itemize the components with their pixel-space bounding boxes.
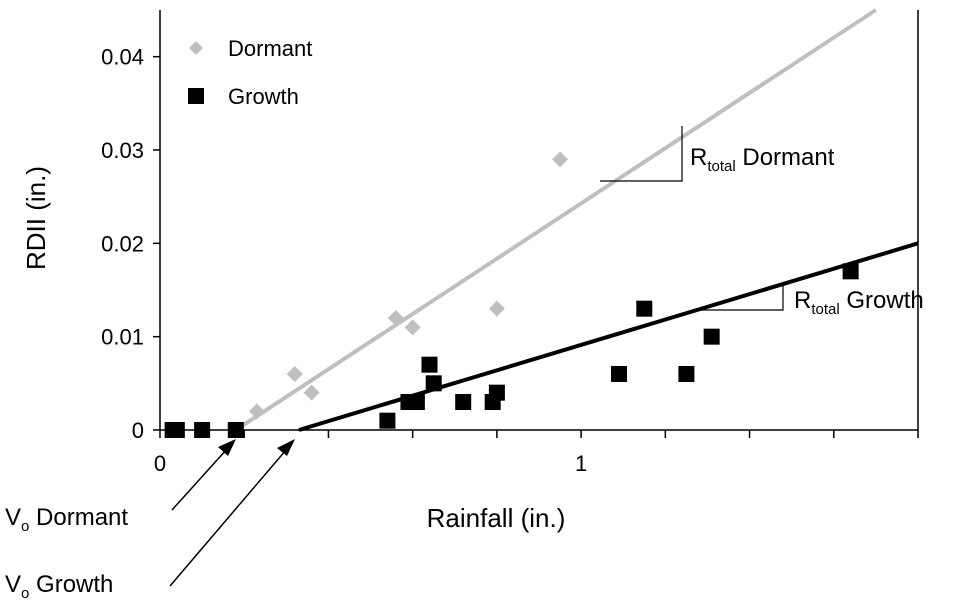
rtotal-growth-label: Rtotal Growth [794, 287, 924, 318]
legend: Dormant Growth [188, 36, 312, 109]
growth-point [488, 384, 505, 401]
growth-point [611, 366, 628, 382]
rtotal-dormant-slope-bracket [600, 126, 683, 182]
dormant-fit-line [234, 8, 877, 432]
growth-point [636, 300, 653, 317]
rtotal-growth-sub: total [811, 301, 839, 318]
growth-point [421, 356, 438, 373]
x-tick-label: 1 [575, 451, 587, 476]
vo-growth-main: V [5, 571, 21, 598]
vo-growth-arrow-head [277, 439, 295, 456]
vo-dormant-main: V [5, 504, 21, 531]
dormant-point [286, 366, 303, 382]
legend-growth-marker [188, 88, 204, 104]
y-tick-label: 0 [132, 418, 144, 443]
data-points [164, 151, 859, 438]
growth-point [194, 422, 211, 438]
vo-growth-sub: o [21, 585, 29, 602]
growth-point [703, 328, 720, 345]
x-axis-title: Rainfall (in.) [427, 503, 566, 533]
rtotal-growth-slope-bracket [700, 285, 784, 311]
dormant-point [303, 384, 320, 401]
y-tick-label: 0.01 [101, 325, 144, 350]
growth-point [842, 263, 859, 280]
growth-point [425, 375, 442, 392]
growth-point [168, 422, 185, 438]
axis-ticks [153, 55, 919, 438]
vo-dormant-rest: Dormant [29, 504, 128, 531]
vo-growth-arrow-shaft [169, 449, 287, 587]
dormant-point [404, 319, 421, 336]
dormant-point [387, 310, 404, 326]
y-tick-label: 0.03 [101, 138, 144, 163]
vo-dormant-arrow-head [218, 439, 236, 456]
growth-point [678, 366, 695, 382]
axis-tick-labels: 0 0.01 0.02 0.03 0.04 0 1 [101, 45, 587, 476]
growth-point [455, 394, 472, 410]
plot-area [160, 10, 918, 430]
vo-dormant-sub: o [21, 518, 29, 535]
growth-point [408, 394, 425, 410]
rtotal-dormant-rest: Dormant [736, 144, 835, 171]
vo-dormant-arrow-shaft [171, 448, 228, 511]
dormant-point [248, 403, 265, 420]
dormant-point [488, 300, 505, 317]
y-tick-label: 0.02 [101, 231, 144, 256]
x-tick-label: 0 [154, 451, 166, 476]
y-tick-label: 0.04 [101, 45, 144, 70]
legend-dormant-label: Dormant [228, 36, 312, 61]
vo-growth-label: Vo Growth [5, 571, 113, 602]
rtotal-growth-main: R [794, 287, 811, 314]
legend-dormant-marker [189, 41, 203, 55]
legend-growth-label: Growth [228, 84, 299, 109]
vo-dormant-label: Vo Dormant [5, 504, 128, 535]
y-axis-title: RDII (in.) [21, 166, 51, 270]
dormant-point [552, 151, 569, 168]
rtotal-dormant-label: Rtotal Dormant [690, 144, 835, 175]
growth-point [227, 422, 244, 438]
rtotal-growth-rest: Growth [840, 287, 924, 314]
growth-point [379, 412, 396, 429]
rtotal-dormant-main: R [690, 144, 707, 171]
vo-growth-rest: Growth [29, 571, 113, 598]
rtotal-dormant-sub: total [707, 158, 735, 175]
